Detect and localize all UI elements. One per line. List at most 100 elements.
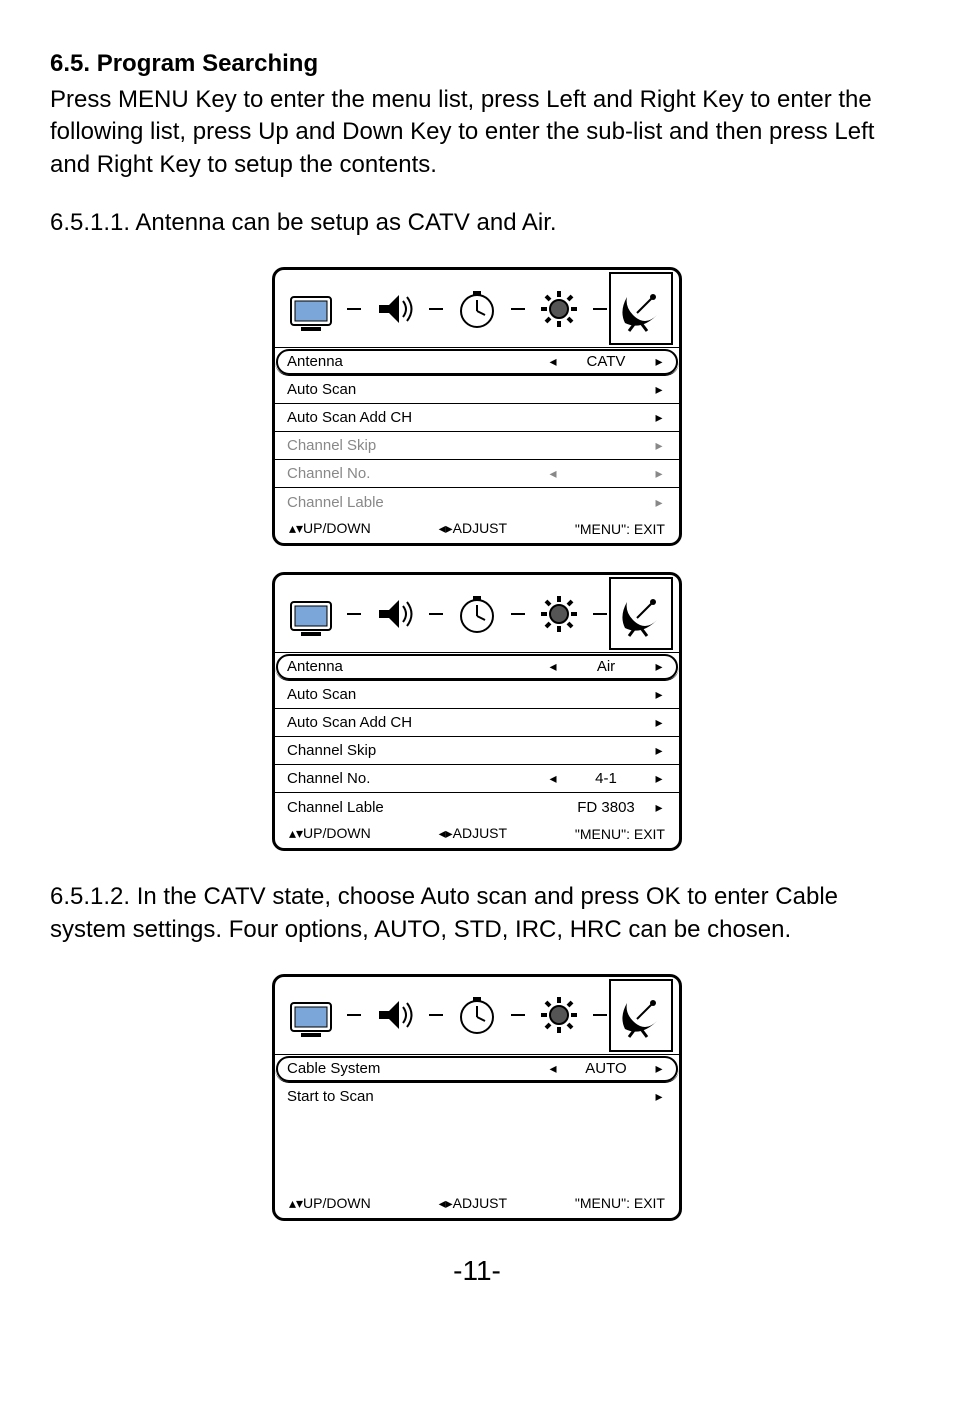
tab-sound[interactable]: [361, 575, 429, 652]
menu-row-value: Air: [561, 658, 651, 675]
arrow-right-icon: ▸: [651, 437, 667, 454]
menu-row[interactable]: Antenna ◂ Air ▸: [275, 653, 679, 681]
tab-timer[interactable]: [443, 575, 511, 652]
tab-strip: [275, 977, 679, 1055]
hint-exit: "MENU": EXIT: [575, 521, 665, 537]
speaker-icon: [369, 989, 421, 1041]
menu-footer: ▴▾UP/DOWN ◂▸ADJUST "MENU": EXIT: [275, 821, 679, 848]
tab-setup[interactable]: [525, 575, 593, 652]
tab-sound[interactable]: [361, 270, 429, 347]
tab-timer[interactable]: [443, 977, 511, 1054]
menu-row[interactable]: Auto Scan ▸: [275, 681, 679, 709]
arrow-left-icon: ◂: [545, 465, 561, 482]
arrow-right-icon: ▸: [651, 409, 667, 426]
menu-row-label: Channel Skip: [287, 437, 545, 454]
menu-row-label: Antenna: [287, 658, 545, 675]
hint-exit: "MENU": EXIT: [575, 1195, 665, 1211]
menu-row[interactable]: Cable System ◂ AUTO ▸: [275, 1055, 679, 1083]
speaker-icon: [369, 283, 421, 335]
hint-updown: ▴▾UP/DOWN: [289, 1195, 371, 1212]
intro-paragraph: Press MENU Key to enter the menu list, p…: [50, 84, 904, 181]
hint-exit: "MENU": EXIT: [575, 826, 665, 842]
menu-row-value: FD 3803: [561, 799, 651, 816]
menu-row-label: Channel No.: [287, 465, 545, 482]
step-6-5-1-2: 6.5.1.2. In the CATV state, choose Auto …: [50, 881, 904, 946]
osd-menu-air: Antenna ◂ Air ▸ Auto Scan ▸ Auto Scan Ad…: [272, 572, 682, 851]
clock-icon: [451, 283, 503, 335]
hint-updown: ▴▾UP/DOWN: [289, 520, 371, 537]
section-heading: 6.5. Program Searching: [50, 50, 904, 78]
tab-channel[interactable]: [607, 575, 675, 652]
arrow-right-icon: ▸: [651, 465, 667, 482]
page-number: -11-: [50, 1255, 904, 1287]
hint-adjust: ◂▸ADJUST: [439, 1195, 508, 1212]
arrow-right-icon: ▸: [651, 686, 667, 703]
menu-row-label: Channel Lable: [287, 494, 545, 511]
tab-strip: [275, 270, 679, 348]
menu-rows: Cable System ◂ AUTO ▸ Start to Scan ▸: [275, 1055, 679, 1191]
hint-updown: ▴▾UP/DOWN: [289, 825, 371, 842]
tab-channel[interactable]: [607, 977, 675, 1054]
arrow-right-icon: ▸: [651, 381, 667, 398]
clock-icon: [451, 588, 503, 640]
arrow-right-icon: ▸: [651, 658, 667, 675]
menu-row[interactable]: Channel Skip ▸: [275, 432, 679, 460]
menu-row[interactable]: Channel Lable ▸: [275, 488, 679, 516]
menu-group-cable-system: Cable System ◂ AUTO ▸ Start to Scan ▸ ▴▾…: [50, 974, 904, 1221]
tab-picture[interactable]: [279, 270, 347, 347]
menu-rows: Antenna ◂ Air ▸ Auto Scan ▸ Auto Scan Ad…: [275, 653, 679, 821]
dish-icon: [615, 588, 667, 640]
menu-footer: ▴▾UP/DOWN ◂▸ADJUST "MENU": EXIT: [275, 1191, 679, 1218]
menu-rows: Antenna ◂ CATV ▸ Auto Scan ▸ Auto Scan A…: [275, 348, 679, 516]
arrow-right-icon: ▸: [651, 714, 667, 731]
menu-row-label: Channel Skip: [287, 742, 545, 759]
osd-menu-catv: Antenna ◂ CATV ▸ Auto Scan ▸ Auto Scan A…: [272, 267, 682, 546]
menu-row[interactable]: Channel No. ◂ ▸: [275, 460, 679, 488]
arrow-right-icon: ▸: [651, 353, 667, 370]
menu-row[interactable]: Auto Scan Add CH ▸: [275, 709, 679, 737]
arrow-left-icon: ◂: [545, 770, 561, 787]
menu-row-value: AUTO: [561, 1060, 651, 1077]
menu-row-value: CATV: [561, 353, 651, 370]
menu-row-label: Auto Scan: [287, 686, 545, 703]
menu-row[interactable]: Channel Skip ▸: [275, 737, 679, 765]
arrow-right-icon: ▸: [651, 742, 667, 759]
tab-picture[interactable]: [279, 575, 347, 652]
tab-timer[interactable]: [443, 270, 511, 347]
menu-group-antenna: Antenna ◂ CATV ▸ Auto Scan ▸ Auto Scan A…: [50, 267, 904, 851]
tab-picture[interactable]: [279, 977, 347, 1054]
menu-row-label: Antenna: [287, 353, 545, 370]
menu-row-label: Cable System: [287, 1060, 545, 1077]
gear-icon: [533, 989, 585, 1041]
speaker-icon: [369, 588, 421, 640]
arrow-right-icon: ▸: [651, 1088, 667, 1105]
menu-footer: ▴▾UP/DOWN ◂▸ADJUST "MENU": EXIT: [275, 516, 679, 543]
menu-row-label: Auto Scan Add CH: [287, 714, 545, 731]
gear-icon: [533, 588, 585, 640]
arrow-left-icon: ◂: [545, 658, 561, 675]
osd-menu-cable-system: Cable System ◂ AUTO ▸ Start to Scan ▸ ▴▾…: [272, 974, 682, 1221]
menu-row[interactable]: Channel Lable FD 3803 ▸: [275, 793, 679, 821]
hint-adjust: ◂▸ADJUST: [439, 825, 508, 842]
menu-row[interactable]: Channel No. ◂ 4-1 ▸: [275, 765, 679, 793]
menu-row-value: 4-1: [561, 770, 651, 787]
menu-row[interactable]: Auto Scan Add CH ▸: [275, 404, 679, 432]
tab-setup[interactable]: [525, 270, 593, 347]
menu-row-label: Auto Scan Add CH: [287, 409, 545, 426]
step-6-5-1-1: 6.5.1.1. Antenna can be setup as CATV an…: [50, 209, 904, 237]
arrow-right-icon: ▸: [651, 770, 667, 787]
menu-row-label: Start to Scan: [287, 1088, 545, 1105]
menu-row[interactable]: Start to Scan ▸: [275, 1083, 679, 1111]
hint-adjust: ◂▸ADJUST: [439, 520, 508, 537]
arrow-right-icon: ▸: [651, 494, 667, 511]
tv-icon: [287, 283, 339, 335]
menu-row[interactable]: Auto Scan ▸: [275, 376, 679, 404]
arrow-left-icon: ◂: [545, 353, 561, 370]
menu-row-label: Auto Scan: [287, 381, 545, 398]
tab-channel[interactable]: [607, 270, 675, 347]
menu-row[interactable]: Antenna ◂ CATV ▸: [275, 348, 679, 376]
dish-icon: [615, 283, 667, 335]
menu-row-label: Channel No.: [287, 770, 545, 787]
tab-setup[interactable]: [525, 977, 593, 1054]
tab-sound[interactable]: [361, 977, 429, 1054]
